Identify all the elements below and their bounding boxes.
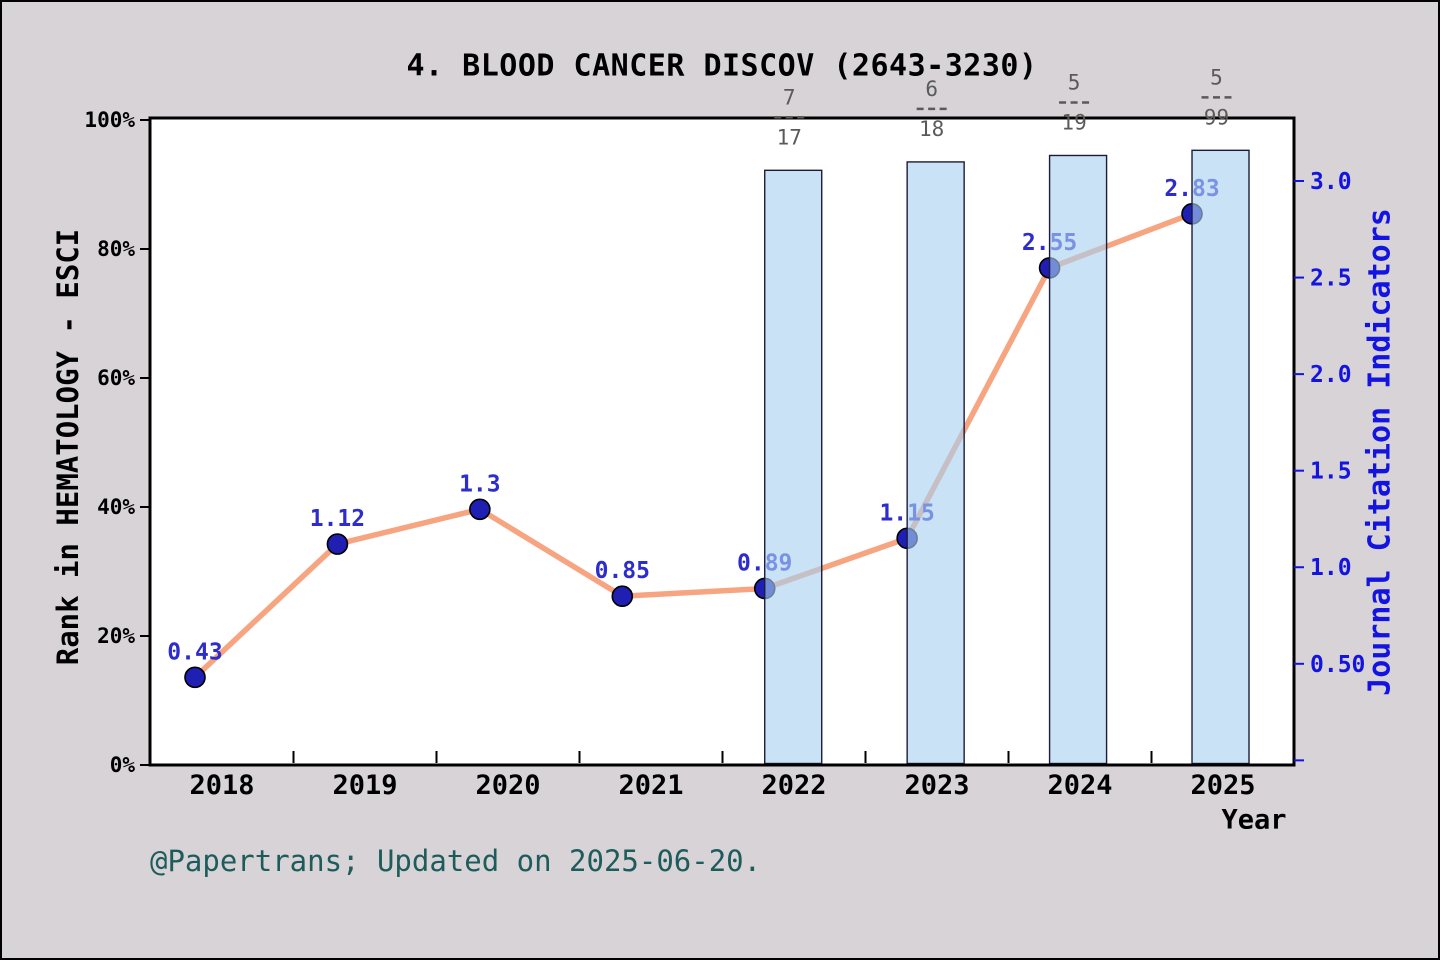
- plot-border: [148, 116, 1296, 767]
- attribution-text: @Papertrans; Updated on 2025-06-20.: [150, 844, 762, 878]
- data-point-2021: [611, 585, 634, 608]
- data-point-label-2020: 1.3: [459, 471, 501, 497]
- rank-fraction-numerator-2024: 5: [1068, 70, 1081, 94]
- data-point-2020: [469, 498, 491, 521]
- x-axis-tick-label-2024: 2024: [1047, 770, 1112, 801]
- right-axis-tick-label: 0.50: [1310, 652, 1365, 678]
- left-axis-tick-label: 60%: [97, 366, 135, 390]
- plot-background: [150, 118, 1294, 765]
- right-axis-tick-label: 1.0: [1310, 555, 1352, 581]
- data-point-label-2018: 0.43: [167, 639, 222, 665]
- rank-bar-2023: [906, 161, 965, 765]
- x-axis-tick-label-2023: 2023: [904, 770, 969, 801]
- right-axis-tick-label: 2.5: [1310, 266, 1352, 292]
- x-axis-tick-label-2022: 2022: [761, 770, 826, 801]
- chart-title: 4. BLOOD CANCER DISCOV (2643-3230): [406, 48, 1038, 84]
- x-axis-tick-label-2021: 2021: [618, 770, 683, 801]
- jci-line: [192, 211, 1195, 681]
- right-axis-tick-label: 3.0: [1310, 169, 1352, 195]
- rank-bar-2024: [1048, 154, 1108, 765]
- left-axis-tick-label: 0%: [110, 753, 136, 777]
- x-axis-tick-label-2020: 2020: [475, 770, 540, 801]
- right-axis-tick-label: 1.5: [1310, 459, 1352, 485]
- x-axis-title: Year: [1221, 804, 1287, 836]
- data-point-label-2019: 1.12: [310, 506, 365, 532]
- rank-fraction-numerator-2022: 7: [783, 85, 796, 109]
- left-axis-tick-label: 40%: [97, 495, 135, 519]
- data-point-2018: [184, 666, 206, 689]
- rank-bar-2022: [764, 169, 823, 765]
- rank-bar-2025: [1191, 149, 1250, 765]
- rank-fraction-numerator-2023: 6: [925, 77, 938, 101]
- rank-fraction-denominator-2023: 18: [919, 117, 944, 141]
- rank-fraction-denominator-2022: 17: [777, 125, 802, 149]
- left-axis-tick-label: 80%: [97, 237, 135, 261]
- left-axis-tick-label: 100%: [84, 108, 135, 132]
- x-axis-tick-label-2019: 2019: [332, 770, 397, 801]
- rank-fraction-numerator-2025: 5: [1210, 65, 1223, 89]
- rank-fraction-denominator-2025: 99: [1204, 105, 1229, 129]
- rank-fraction-denominator-2024: 19: [1061, 110, 1086, 134]
- right-axis-tick-label: 2.0: [1310, 362, 1352, 388]
- x-axis-tick-label-2025: 2025: [1190, 770, 1255, 801]
- left-axis-tick-label: 20%: [97, 624, 135, 648]
- data-point-label-2021: 0.85: [595, 558, 650, 584]
- x-axis-tick-label-2018: 2018: [189, 770, 254, 801]
- data-point-2019: [326, 533, 349, 555]
